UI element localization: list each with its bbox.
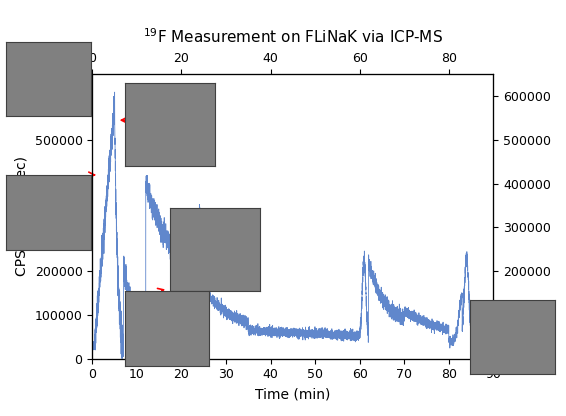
X-axis label: $^{19}$F Measurement on FLiNaK via ICP-MS: $^{19}$F Measurement on FLiNaK via ICP-M… xyxy=(143,27,443,46)
Y-axis label: CPS (Counts/Sec): CPS (Counts/Sec) xyxy=(15,156,29,277)
X-axis label: Time (min): Time (min) xyxy=(255,387,331,401)
